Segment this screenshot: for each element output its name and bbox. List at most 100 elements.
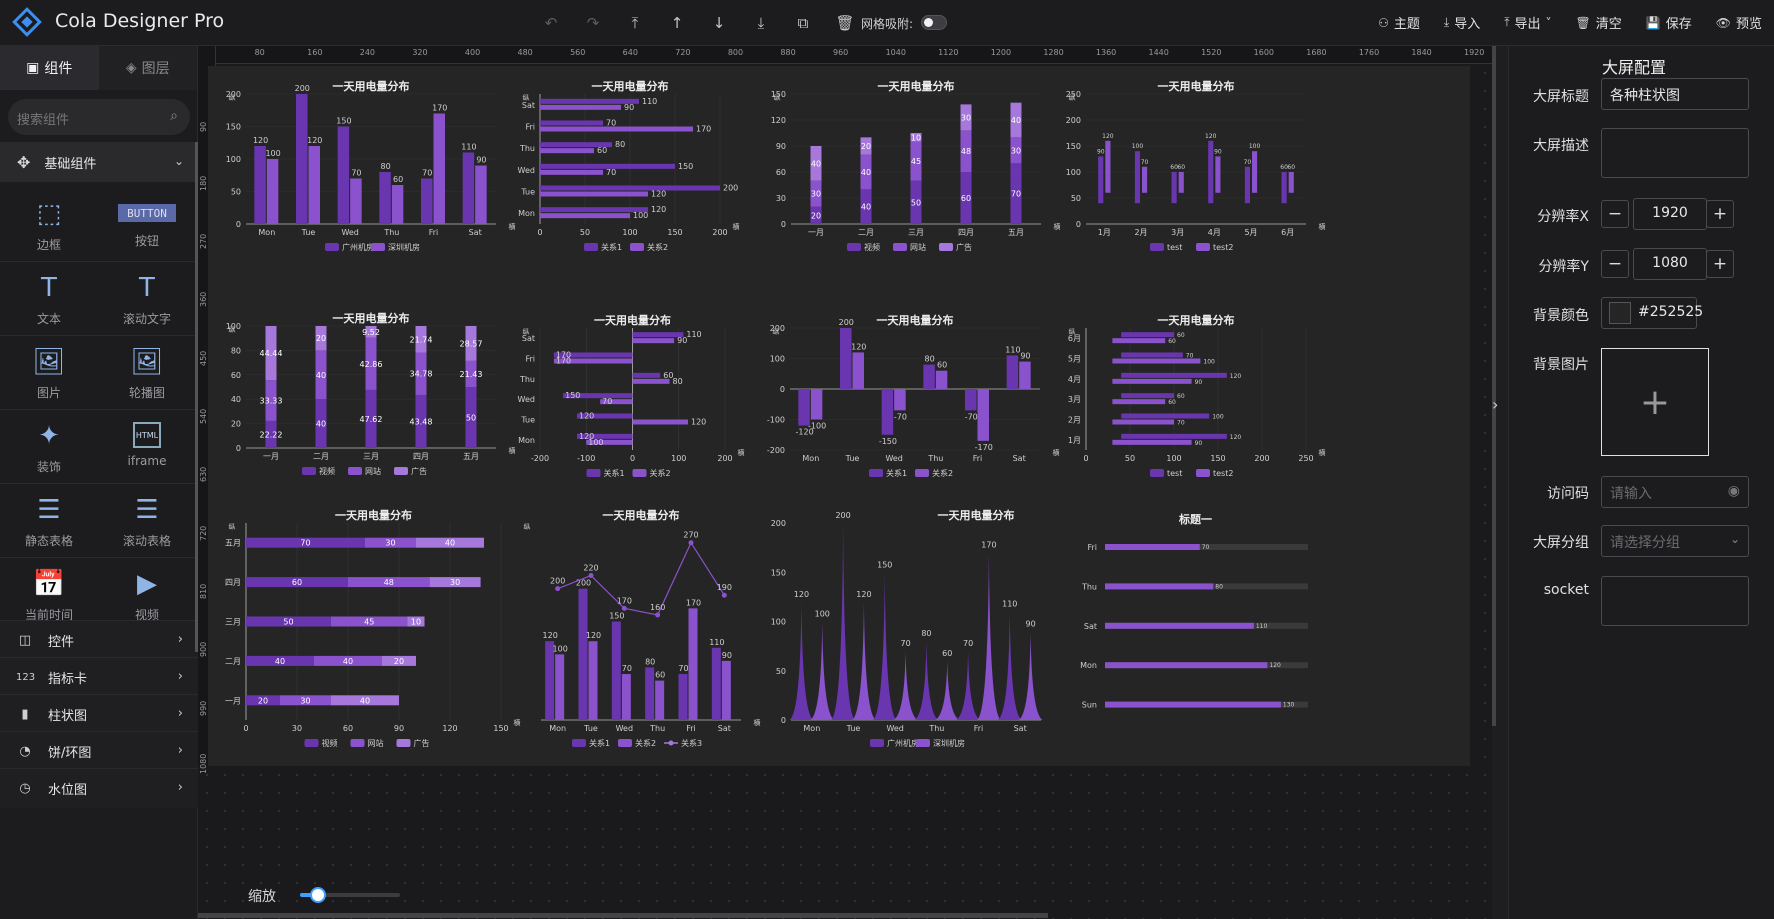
legend-label: test xyxy=(1167,243,1182,252)
component-button[interactable]: BUTTON 按钮 xyxy=(98,188,196,260)
bar xyxy=(1121,393,1174,399)
category-controls[interactable]: ◫ 控件 › xyxy=(0,620,198,660)
x-tick-label: 0 xyxy=(630,454,635,463)
category-kpi-card[interactable]: 123 指标卡 › xyxy=(0,657,198,697)
redo-icon[interactable]: ↷ xyxy=(586,14,600,32)
resy-input[interactable]: 1080 xyxy=(1633,248,1707,280)
y-tick-label: 200 xyxy=(226,90,241,99)
resx-increase-button[interactable]: + xyxy=(1706,200,1734,228)
y-tick-label: 90 xyxy=(776,142,786,151)
x-tick-label: 0 xyxy=(243,724,248,733)
screen-title-input[interactable]: 各种柱状图 xyxy=(1601,78,1749,110)
spike-bar xyxy=(893,651,918,720)
screen-preview[interactable]: 一天用电量分布纵横 0 50 100 150 200 Mon Tue Wed Thu Fri Sat 1… xyxy=(208,66,1470,766)
clear-button[interactable]: 🗑 清空 xyxy=(1575,15,1622,33)
legend-label: 深圳机房 xyxy=(933,738,965,748)
bar-value-label: 60 xyxy=(292,578,302,587)
move-up-icon[interactable]: ↑ xyxy=(670,14,684,32)
category-basic-components[interactable]: ✥ 基础组件 ⌄ xyxy=(0,142,198,182)
tab-layers[interactable]: ◈ 图层 xyxy=(98,46,197,90)
eye-off-icon[interactable]: ◉ xyxy=(1727,483,1740,499)
group-select[interactable]: 请选择分组 ⌄ xyxy=(1601,525,1749,557)
import-button[interactable]: ⤓ 导入 xyxy=(1443,15,1481,32)
x-tick-label: 1月 xyxy=(1098,228,1111,237)
resy-increase-button[interactable]: + xyxy=(1706,250,1734,278)
resx-decrease-button[interactable]: − xyxy=(1601,200,1629,228)
component-decoration[interactable]: ✦ 装饰 xyxy=(0,410,98,482)
preview-button[interactable]: 👁 预览 xyxy=(1715,15,1762,33)
component-carousel[interactable]: 🖼 轮播图 xyxy=(98,336,196,408)
tab-components[interactable]: ▣ 组件 xyxy=(0,46,99,90)
divider xyxy=(0,483,198,484)
x-tick-label: 6月 xyxy=(1281,228,1294,237)
component-static-table[interactable]: ☰ 静态表格 xyxy=(0,484,98,556)
zoom-slider[interactable] xyxy=(300,887,400,903)
chevron-right-icon: › xyxy=(177,706,183,721)
y-tick-label: 6月 xyxy=(1068,334,1081,343)
left-scrollbar[interactable] xyxy=(195,142,198,652)
bar-value-label: 60 xyxy=(942,649,952,658)
title-label: 大屏标题 xyxy=(1533,89,1589,105)
canvas-horizontal-scrollbar[interactable] xyxy=(198,913,1048,918)
component-label: 文本 xyxy=(36,312,61,326)
spike-bar xyxy=(831,523,856,720)
bar xyxy=(1121,372,1227,378)
bar xyxy=(540,213,630,219)
resx-input[interactable]: 1920 xyxy=(1633,198,1707,230)
access-label: 访问码 xyxy=(1547,486,1589,502)
component-scroll-table[interactable]: ☰ 滚动表格 xyxy=(98,484,196,556)
design-canvas[interactable]: 80 160 240 320 400 480 560 640 720 800 880 960 1040 1… xyxy=(198,46,1496,919)
y-tick-label: 150 xyxy=(226,123,241,132)
bar-value-label: 120 xyxy=(651,205,666,214)
component-iframe[interactable]: HTML iframe xyxy=(98,410,196,482)
move-top-icon[interactable]: ⤒ xyxy=(631,14,639,32)
y-tick-label: 1月 xyxy=(1068,436,1081,445)
y-tick-label: 60 xyxy=(231,371,241,380)
legend-label: 关系1 xyxy=(886,468,907,478)
bar-value-label: 120 xyxy=(856,590,871,599)
zoom-slider-handle[interactable] xyxy=(310,887,326,903)
bar xyxy=(1112,439,1192,445)
category-pie-chart[interactable]: ◔ 饼/环图 › xyxy=(0,731,198,771)
access-code-input[interactable]: 请输入 ◉ xyxy=(1601,476,1749,508)
spike-bar xyxy=(810,621,835,720)
component-video[interactable]: ▶ 视频 xyxy=(98,558,196,630)
component-clock[interactable]: 📅 当前时间 xyxy=(0,558,98,630)
export-button[interactable]: ⤒ 导出 ˅ xyxy=(1504,15,1552,32)
move-down-icon[interactable]: ↓ xyxy=(712,14,726,32)
collapse-panel-icon[interactable]: › xyxy=(1492,395,1499,414)
category-bar-chart[interactable]: ▮ 柱状图 › xyxy=(0,694,198,734)
bar xyxy=(977,389,989,441)
legend-label: 关系2 xyxy=(650,468,671,478)
component-border[interactable]: ⬚ 边框 xyxy=(0,188,98,260)
resy-decrease-button[interactable]: − xyxy=(1601,250,1629,278)
socket-textarea[interactable] xyxy=(1601,576,1749,626)
ruler-tick-label: 400 xyxy=(464,48,481,57)
component-search-input[interactable]: 搜索组件 ⌕ xyxy=(8,99,190,135)
grid-snap-toggle[interactable] xyxy=(921,15,947,30)
category-water-level[interactable]: ◷ 水位图 › xyxy=(0,768,198,808)
screen-desc-textarea[interactable] xyxy=(1601,128,1749,178)
x-tick-label: 5月 xyxy=(1244,228,1257,237)
canvas-vertical-scrollbar[interactable] xyxy=(1492,46,1496,726)
spike-bar xyxy=(851,601,876,720)
bgimage-upload-button[interactable]: + xyxy=(1601,348,1709,456)
series-line xyxy=(557,541,725,616)
axis-label-y: 纵 xyxy=(523,328,530,336)
save-button[interactable]: 💾 保存 xyxy=(1645,15,1692,33)
bgcolor-picker[interactable]: #252525 xyxy=(1601,297,1703,329)
delete-icon[interactable]: 🗑 xyxy=(835,14,855,32)
component-text[interactable]: T 文本 xyxy=(0,262,98,334)
component-marquee[interactable]: T 滚动文字 xyxy=(98,262,196,334)
copy-icon[interactable]: ⧉ xyxy=(797,14,809,32)
move-bottom-icon[interactable]: ⤓ xyxy=(757,14,765,32)
water-level-icon: ◷ xyxy=(19,781,31,796)
component-image[interactable]: 🖼 图片 xyxy=(0,336,98,408)
bar-value-label: 120 xyxy=(651,190,666,199)
undo-icon[interactable]: ↶ xyxy=(544,14,558,32)
legend-swatch xyxy=(394,467,408,475)
x-tick-label: 0 xyxy=(537,228,542,237)
theme-button[interactable]: ⚇ 主题 xyxy=(1378,15,1420,33)
bar xyxy=(540,185,720,191)
bar xyxy=(540,98,639,104)
